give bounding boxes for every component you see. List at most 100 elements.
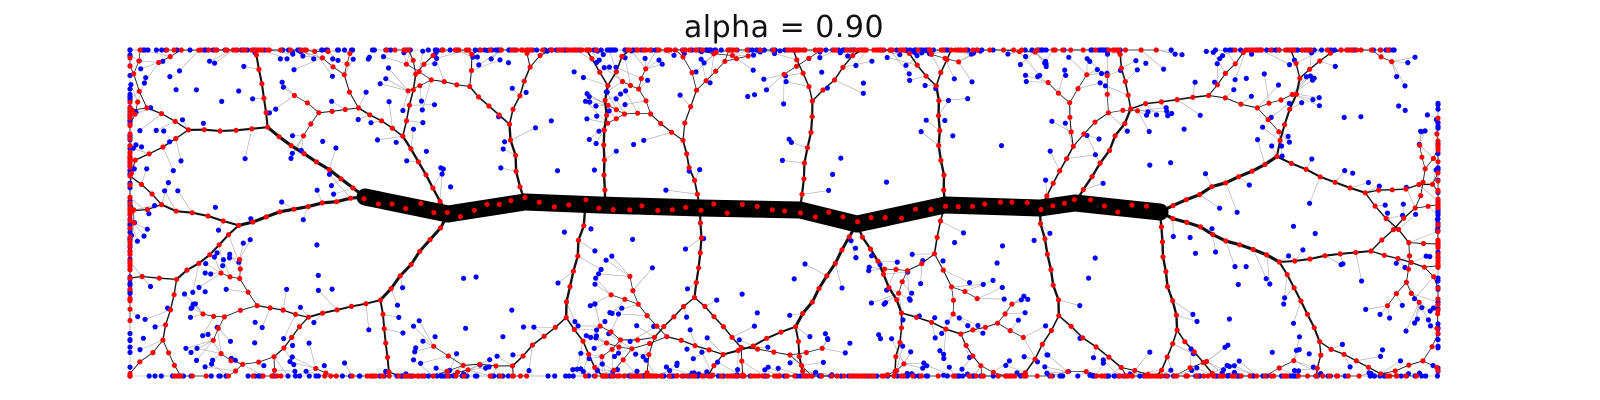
internal-node — [1122, 79, 1128, 85]
internal-node — [1328, 346, 1334, 352]
leaf-node — [432, 61, 438, 67]
internal-node — [697, 250, 703, 256]
internal-node — [127, 239, 133, 245]
internal-node — [160, 337, 166, 343]
branch-edge — [409, 249, 422, 266]
leaf-node — [1058, 373, 1064, 379]
leaf-node — [704, 335, 710, 341]
leaf-node — [1066, 54, 1072, 60]
leaf-node — [1088, 47, 1094, 53]
internal-node — [536, 199, 542, 205]
internal-node — [1435, 368, 1441, 374]
internal-node — [1206, 92, 1212, 99]
leaf-node — [969, 79, 975, 85]
internal-node — [1120, 107, 1126, 113]
internal-node — [1170, 216, 1176, 222]
internal-node — [886, 285, 892, 291]
internal-node — [1034, 47, 1040, 53]
leaf-node — [1217, 56, 1223, 62]
internal-node — [263, 110, 269, 116]
internal-node — [1056, 313, 1062, 319]
leaf-node — [684, 286, 691, 292]
internal-node — [729, 52, 736, 59]
leaf-node — [802, 261, 808, 267]
internal-node — [571, 326, 577, 333]
internal-node — [793, 324, 799, 330]
leaf-node — [133, 142, 139, 148]
leaf-node — [368, 120, 374, 126]
internal-node — [1353, 358, 1359, 364]
leaf-node — [594, 113, 600, 119]
internal-node — [1276, 259, 1282, 265]
internal-node — [417, 248, 423, 254]
leaf-node — [144, 226, 150, 232]
internal-node — [521, 78, 527, 84]
leaf-node — [750, 52, 757, 58]
internal-node — [1128, 106, 1134, 112]
leaf-node — [1192, 250, 1199, 256]
leaf-edge — [205, 263, 222, 274]
leaf-node — [288, 155, 294, 161]
internal-node — [1435, 302, 1441, 308]
leaf-node — [315, 287, 321, 293]
internal-node — [1250, 246, 1256, 253]
leaf-node — [925, 373, 931, 379]
leaf-node — [1045, 352, 1051, 358]
leaf-node — [682, 246, 689, 252]
internal-node — [881, 266, 888, 272]
leaf-node — [1179, 52, 1185, 58]
branch-edge — [1113, 122, 1127, 138]
internal-node — [833, 47, 839, 53]
internal-node — [305, 314, 311, 320]
internal-node — [627, 207, 633, 213]
leaf-node — [1005, 51, 1011, 57]
internal-node — [859, 234, 866, 240]
leaf-edge — [1293, 360, 1321, 374]
leaf-edge — [1066, 154, 1096, 159]
branch-edge — [412, 73, 417, 91]
internal-node — [891, 373, 897, 379]
leaf-node — [330, 56, 336, 62]
internal-node — [711, 314, 717, 320]
internal-node — [683, 204, 689, 210]
leaf-node — [1044, 370, 1050, 376]
internal-node — [898, 310, 905, 316]
internal-node — [722, 58, 728, 64]
internal-node — [831, 77, 838, 83]
internal-node — [1435, 237, 1441, 243]
leaf-edge — [1077, 82, 1101, 89]
internal-node — [1378, 371, 1384, 377]
leaf-edge — [510, 127, 536, 141]
internal-node — [1435, 222, 1441, 228]
leaf-node — [1248, 93, 1254, 99]
internal-node — [809, 98, 816, 104]
internal-node — [445, 373, 451, 379]
leaf-node — [502, 139, 508, 145]
internal-node — [1122, 47, 1129, 53]
leaf-node — [604, 47, 610, 53]
leaf-node — [1427, 308, 1433, 314]
leaf-node — [1310, 77, 1316, 83]
internal-node — [750, 343, 756, 349]
leaf-edge — [214, 49, 234, 64]
leaf-node — [329, 73, 336, 79]
internal-node — [806, 84, 812, 90]
leaf-node — [410, 126, 417, 132]
internal-node — [127, 194, 133, 200]
leaf-edge — [175, 138, 182, 162]
leaf-node — [1086, 275, 1092, 281]
leaf-node — [1290, 320, 1297, 326]
leaf-node — [161, 128, 167, 134]
leaf-node — [1309, 156, 1315, 162]
leaf-node — [160, 58, 166, 64]
leaf-edge — [763, 74, 785, 80]
internal-node — [325, 48, 331, 55]
leaf-node — [1435, 166, 1441, 172]
internal-node — [940, 267, 946, 273]
internal-node — [513, 152, 519, 158]
leaf-node — [1413, 211, 1419, 217]
internal-node — [471, 207, 477, 213]
internal-node — [755, 373, 762, 379]
leaf-node — [289, 342, 296, 349]
leaf-node — [555, 280, 561, 286]
